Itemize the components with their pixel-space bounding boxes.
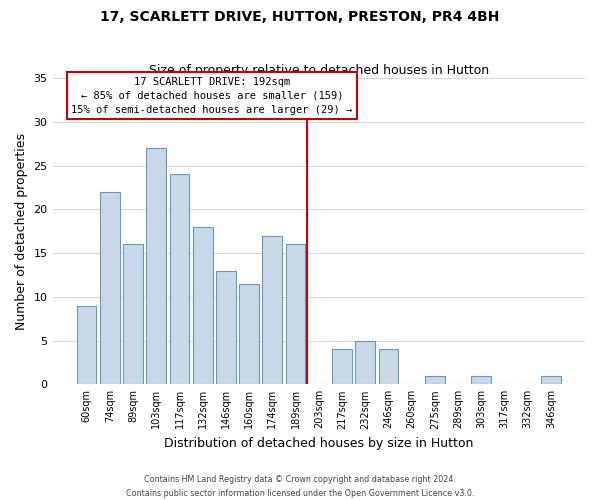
Bar [216, 270, 236, 384]
Bar [77, 306, 97, 384]
Bar [472, 376, 491, 384]
X-axis label: Distribution of detached houses by size in Hutton: Distribution of detached houses by size … [164, 437, 473, 450]
Bar [123, 244, 143, 384]
Bar [286, 244, 305, 384]
Text: Contains HM Land Registry data © Crown copyright and database right 2024.
Contai: Contains HM Land Registry data © Crown c… [126, 476, 474, 498]
Bar [193, 227, 212, 384]
Bar [262, 236, 282, 384]
Title: Size of property relative to detached houses in Hutton: Size of property relative to detached ho… [149, 64, 489, 77]
Bar [541, 376, 561, 384]
Bar [146, 148, 166, 384]
Bar [100, 192, 119, 384]
Text: 17 SCARLETT DRIVE: 192sqm
← 85% of detached houses are smaller (159)
15% of semi: 17 SCARLETT DRIVE: 192sqm ← 85% of detac… [71, 76, 353, 114]
Bar [332, 350, 352, 384]
Bar [170, 174, 190, 384]
Bar [355, 340, 375, 384]
Bar [425, 376, 445, 384]
Bar [379, 350, 398, 384]
Bar [239, 284, 259, 384]
Text: 17, SCARLETT DRIVE, HUTTON, PRESTON, PR4 4BH: 17, SCARLETT DRIVE, HUTTON, PRESTON, PR4… [100, 10, 500, 24]
Y-axis label: Number of detached properties: Number of detached properties [15, 132, 28, 330]
